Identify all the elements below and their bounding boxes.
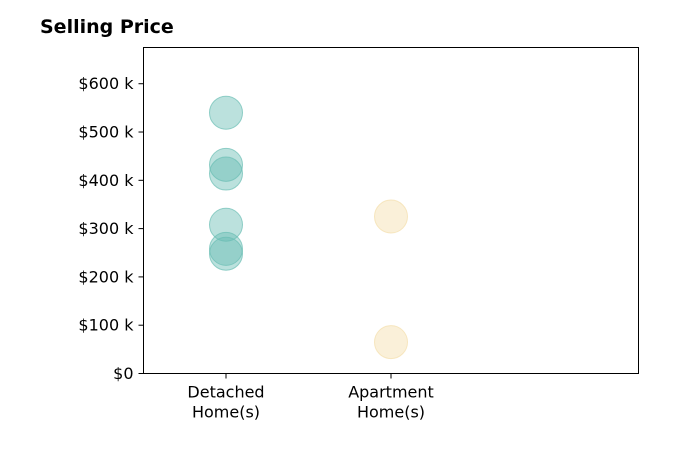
data-point xyxy=(209,156,243,191)
data-point xyxy=(209,95,243,130)
y-tick-label: $300 k xyxy=(78,219,134,238)
y-tick-label: $500 k xyxy=(78,123,134,142)
data-points xyxy=(209,95,408,360)
y-axis: $0 $100 k $200 k $300 k $400 k $500 k $600 k xyxy=(78,74,144,383)
chart-title: Selling Price xyxy=(40,16,174,38)
y-tick-label: $400 k xyxy=(78,171,134,190)
y-tick-label: $0 xyxy=(113,364,133,383)
x-tick-label: Apartment Home(s) xyxy=(348,383,434,422)
y-tick-label: $200 k xyxy=(78,267,134,286)
y-tick-label: $100 k xyxy=(78,316,134,335)
x-axis: Detached Home(s) Apartment Home(s) xyxy=(187,373,434,422)
y-tick-label: $600 k xyxy=(78,74,134,93)
data-point xyxy=(209,147,243,182)
data-point xyxy=(209,236,243,271)
x-tick-label: Detached Home(s) xyxy=(187,383,264,422)
data-point xyxy=(209,207,243,242)
data-point xyxy=(209,231,243,266)
data-point xyxy=(374,325,408,360)
data-point xyxy=(374,199,408,234)
